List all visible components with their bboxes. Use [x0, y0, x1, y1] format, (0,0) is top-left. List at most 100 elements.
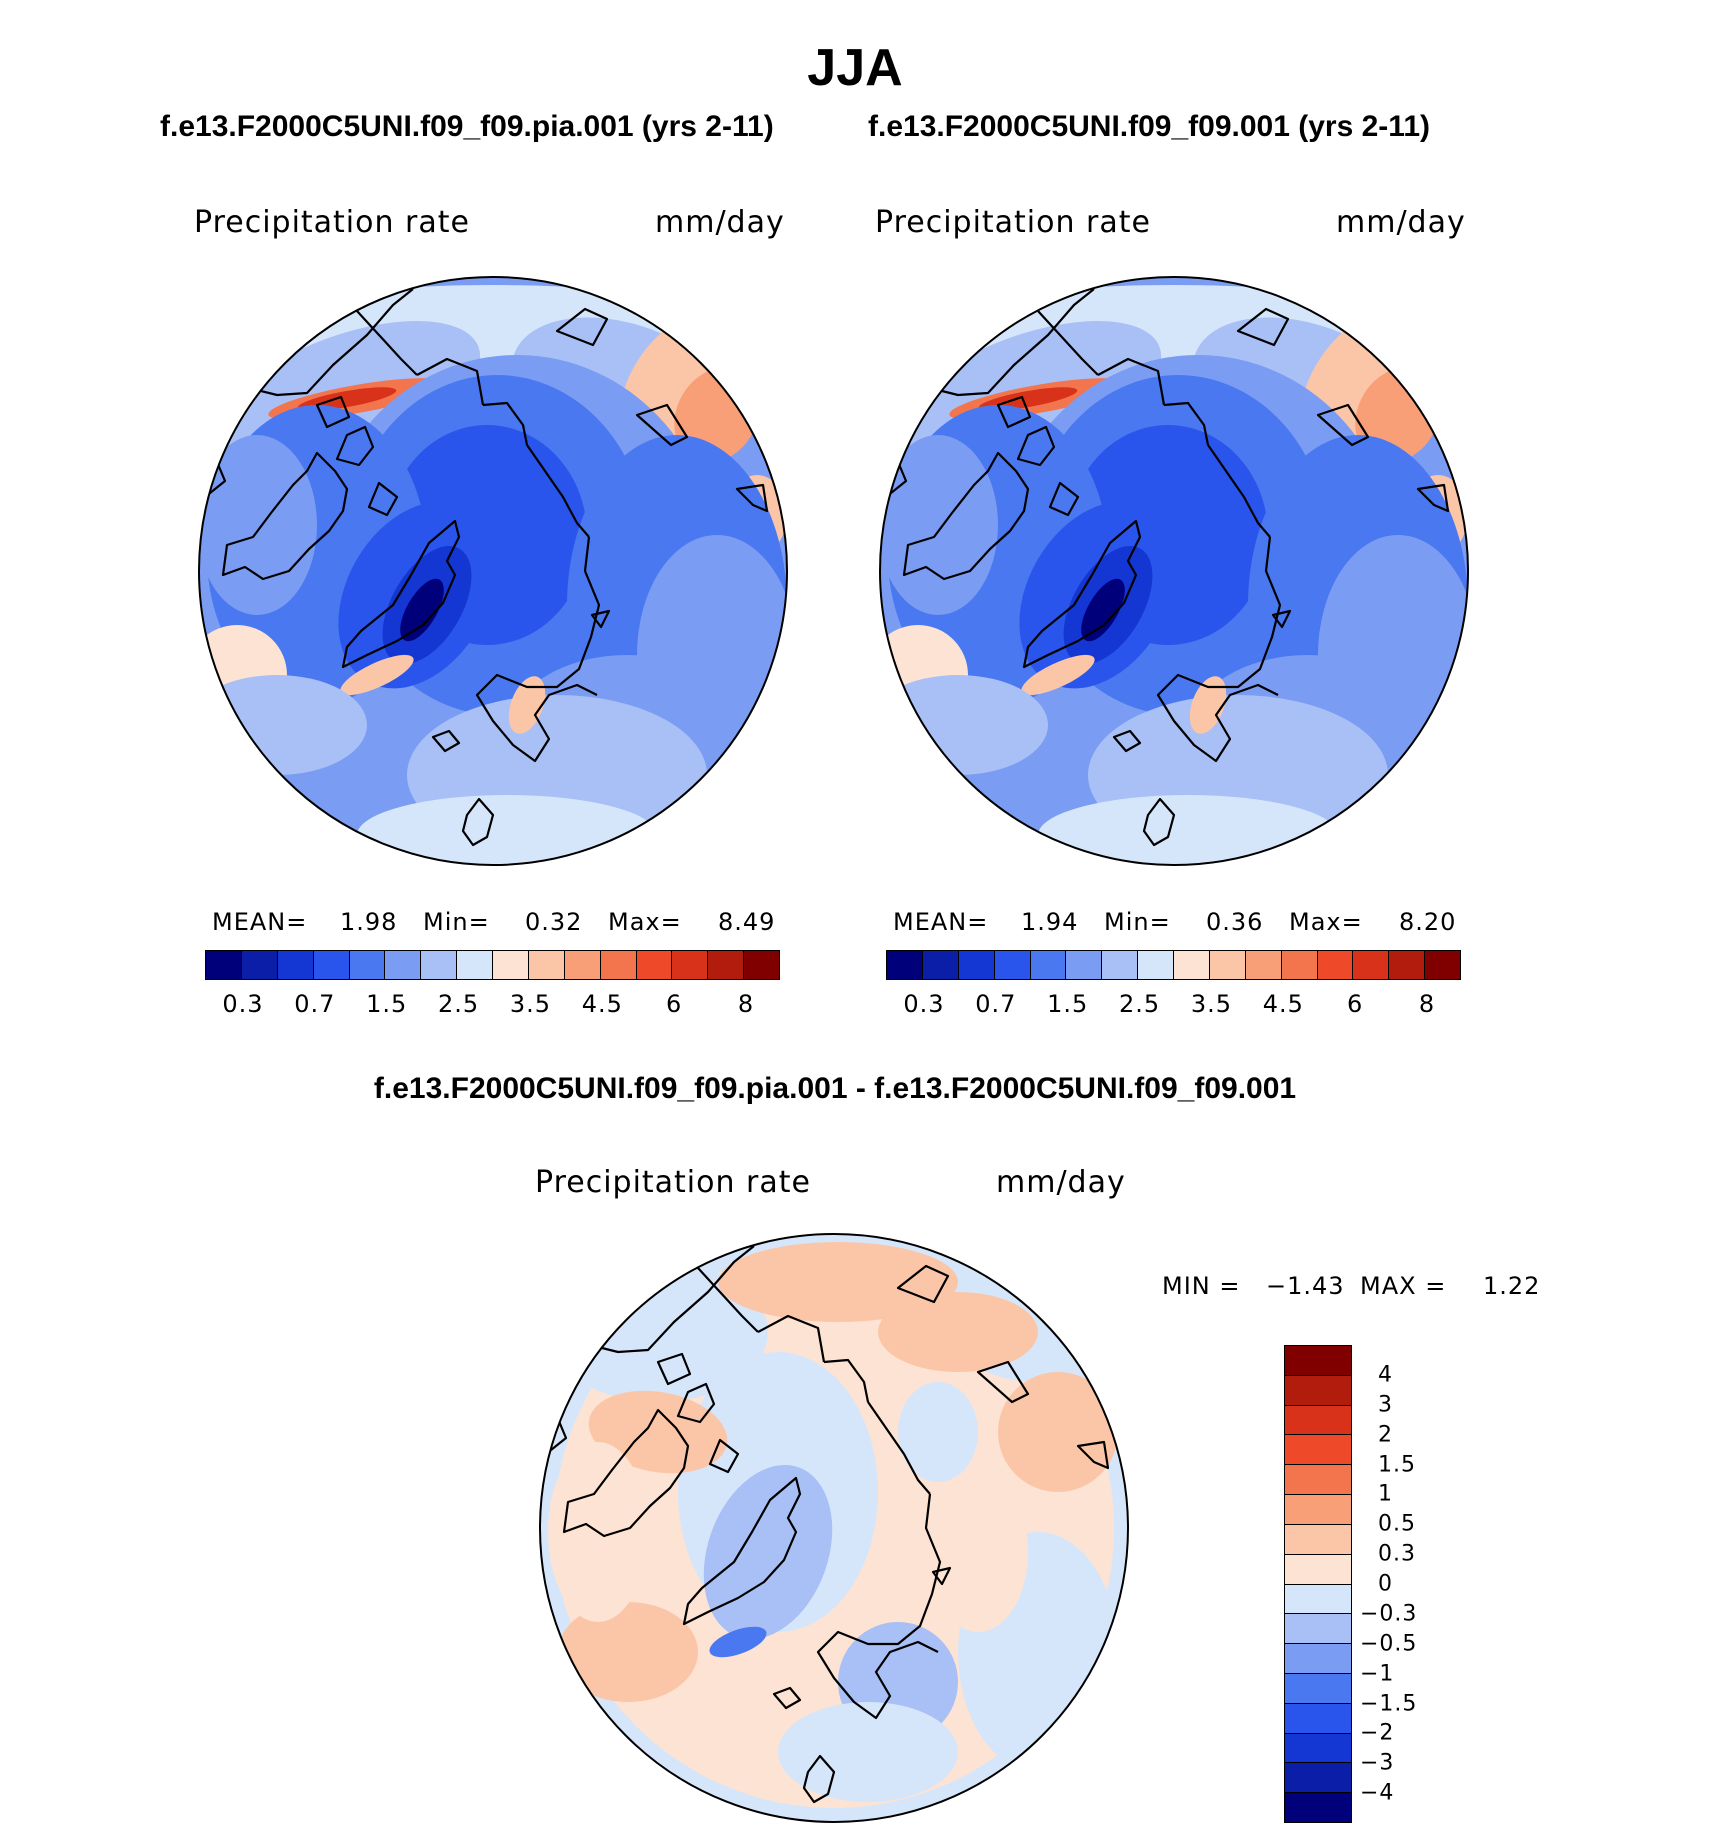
map-boundary: [198, 276, 788, 866]
diff-max-value: 1.22: [1483, 1272, 1541, 1300]
colorbar-swatch: [600, 951, 637, 979]
colorbar-swatch: [1285, 1554, 1351, 1585]
colorbar-tick-label: 8: [737, 990, 755, 1018]
panel-2-max-value: 8.20: [1399, 908, 1457, 936]
coastline: [976, 1360, 1030, 1404]
colorbar-swatch: [1285, 1793, 1351, 1822]
coastline: [431, 729, 461, 753]
panel-2-mean-value: 1.94: [1021, 908, 1079, 936]
field-region: [588, 1390, 728, 1474]
field-region: [1038, 795, 1338, 865]
field-region: [998, 1372, 1118, 1492]
colorbar-tick-label: 4.5: [1262, 990, 1304, 1018]
field-region: [1021, 654, 1095, 696]
panel-1-min-value: 0.32: [525, 908, 583, 936]
colorbar-swatch: [1102, 951, 1139, 979]
diff-title: f.e13.F2000C5UNI.f09_f09.pia.001 - f.e13…: [373, 1072, 1297, 1105]
diff-units: mm/day: [996, 1165, 1126, 1200]
colorbar-swatch: [1138, 951, 1174, 979]
coastline: [1156, 536, 1282, 763]
panel-1-max-label: Max=: [608, 908, 682, 936]
colorbar-swatch: [994, 951, 1031, 979]
coastline: [676, 1382, 716, 1424]
diff-variable: Precipitation rate: [535, 1165, 811, 1200]
coastline: [996, 395, 1032, 429]
coastline: [482, 401, 529, 446]
colorbar-swatch: [672, 951, 709, 979]
field-region: [703, 1464, 833, 1640]
colorbar-tick-label: 0.7: [294, 990, 336, 1018]
coastline: [772, 1686, 802, 1710]
colorbar-swatch: [493, 951, 529, 979]
field-region: [199, 435, 317, 615]
diff-min-value: −1.43: [1266, 1272, 1345, 1300]
colorbar-swatch: [1317, 951, 1354, 979]
panel-2-colorbar-ticks: 0.3 0.7 1.5 2.5 3.5 4.5 6 8: [886, 990, 1461, 1020]
field-region: [718, 1242, 958, 1322]
coastline: [896, 1264, 950, 1304]
colorbar-swatch: [564, 951, 601, 979]
coastline: [1048, 481, 1080, 517]
coastline: [1076, 1440, 1110, 1470]
colorbar-swatch: [1285, 1703, 1351, 1734]
panel-1-colorbar-ticks: 0.3 0.7 1.5 2.5 3.5 4.5 6 8: [205, 990, 780, 1020]
colorbar-tick-label: 1.5: [1047, 990, 1089, 1018]
colorbar-swatch: [1285, 1495, 1351, 1525]
colorbar-swatch: [1285, 1465, 1351, 1496]
colorbar-tick-label: 2.5: [437, 990, 480, 1018]
field-region: [978, 387, 1078, 411]
coastline: [562, 1408, 690, 1538]
coastline: [1016, 425, 1056, 467]
colorbar-swatch: [457, 951, 493, 979]
colorbar-swatch: [385, 951, 422, 979]
colorbar-swatch: [528, 951, 565, 979]
panel-1-colorbar: [205, 950, 780, 980]
colorbar-swatch: [241, 951, 278, 979]
coastline: [1037, 310, 1099, 376]
colorbar-tick-label: 4: [1378, 1362, 1393, 1388]
colorbar-swatch: [1285, 1763, 1351, 1794]
colorbar-swatch: [1389, 951, 1426, 979]
colorbar-tick-label: 1.5: [366, 990, 408, 1018]
diff-polar-map: [539, 1233, 1129, 1823]
coastline: [816, 1493, 942, 1720]
diff-colorbar-ticks: 4 3 2 1.5 1 0.5 0.3 0 −0.3 −0.5 −1 −1.5 −2 −3 −4: [1360, 1345, 1450, 1823]
colorbar-tick-label: 0.7: [975, 990, 1017, 1018]
colorbar-swatch: [206, 951, 242, 979]
field-region: [357, 795, 657, 865]
panel-1-mean-label: MEAN=: [212, 908, 308, 936]
field-region: [400, 578, 444, 642]
colorbar-swatch: [1030, 951, 1067, 979]
colorbar-swatch: [1281, 951, 1318, 979]
coastline: [735, 483, 769, 513]
colorbar-tick-label: 3: [1378, 1392, 1393, 1418]
colorbar-swatch: [277, 951, 314, 979]
map-boundary: [539, 1233, 1129, 1823]
colorbar-tick-label: 4.5: [581, 990, 623, 1018]
coastline: [1271, 609, 1292, 629]
coastline: [475, 536, 601, 763]
colorbar-tick-label: −0.5: [1360, 1631, 1418, 1657]
field-region: [880, 675, 1048, 775]
colorbar-swatch: [1285, 1644, 1351, 1674]
field-region: [1189, 676, 1227, 734]
colorbar-swatch: [313, 951, 350, 979]
coastline: [902, 451, 1030, 581]
coastline: [656, 1352, 692, 1386]
panel-1-min-label: Min=: [423, 908, 490, 936]
coastline: [590, 609, 611, 629]
colorbar-tick-label: 8: [1418, 990, 1436, 1018]
panel-2-variable: Precipitation rate: [875, 205, 1151, 240]
coastline: [315, 395, 351, 429]
colorbar-swatch: [1245, 951, 1282, 979]
colorbar-tick-label: 2: [1378, 1422, 1393, 1448]
colorbar-tick-label: −1: [1360, 1661, 1395, 1687]
colorbar-swatch: [1353, 951, 1390, 979]
colorbar-swatch: [1285, 1405, 1351, 1436]
coastline: [697, 1267, 759, 1333]
coastline: [917, 288, 1095, 397]
coastline: [802, 1754, 836, 1804]
colorbar-swatch: [1285, 1375, 1351, 1406]
coastline: [526, 444, 590, 538]
coastline: [461, 797, 495, 847]
